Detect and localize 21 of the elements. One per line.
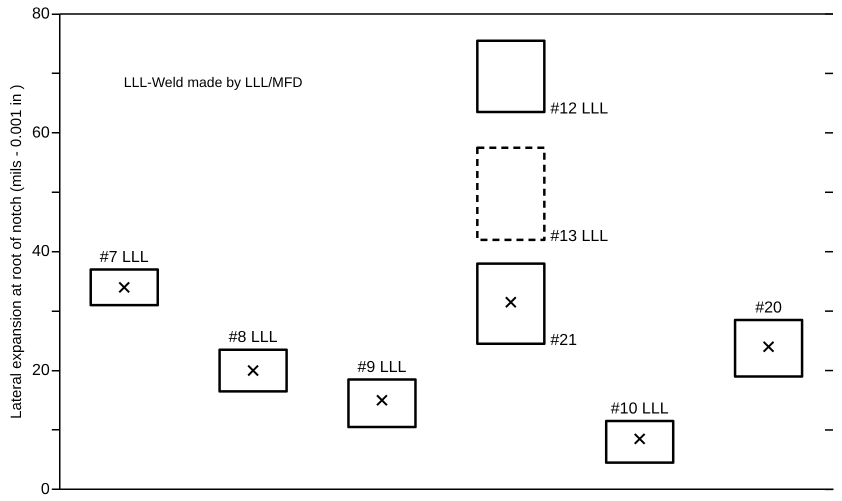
point	[634, 432, 646, 445]
series-label: #21	[550, 332, 578, 350]
series-label: #10 LLL	[610, 400, 669, 418]
point	[247, 364, 260, 376]
point	[504, 296, 517, 308]
series-label: #20	[755, 299, 782, 316]
y-tick-label: 60	[32, 124, 50, 142]
point	[118, 281, 130, 294]
y-tick-label: 40	[32, 243, 50, 260]
series-label: #9 LLL	[357, 358, 407, 376]
y-tick-label: 20	[32, 362, 50, 379]
y-tick-label: 80	[32, 5, 50, 22]
point	[762, 340, 775, 353]
y-axis-title: Lateral expansion at root of notch (mils - 0.001 in )	[8, 84, 26, 419]
point	[376, 394, 388, 406]
series-label: #12 LLL	[550, 100, 608, 118]
series-label: #13 LLL	[550, 228, 608, 246]
series-label: #8 LLL	[228, 329, 278, 346]
annotation: LLL-Weld made by LLL/MFD	[124, 74, 303, 90]
y-tick-label: 0	[40, 480, 50, 498]
series-label: #7 LLL	[100, 248, 149, 266]
